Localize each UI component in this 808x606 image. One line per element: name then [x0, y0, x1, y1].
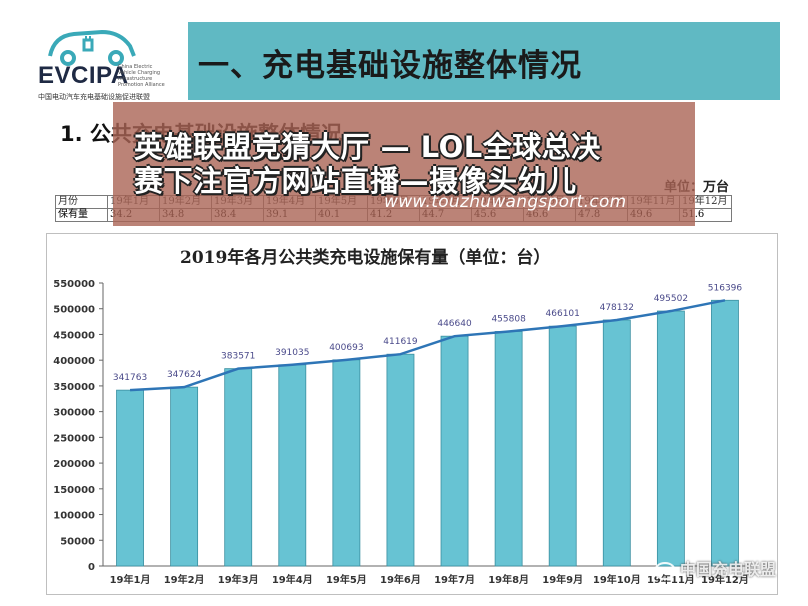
- y-tick-label: 50000: [60, 536, 95, 547]
- bar: [711, 299, 739, 567]
- x-tick-label: 19年2月: [164, 573, 205, 586]
- y-tick-label: 250000: [53, 433, 95, 444]
- chart-title: 2019年各月公共类充电设施保有量（单位：台）: [180, 248, 551, 268]
- y-tick-label: 500000: [53, 305, 95, 316]
- x-tick-label: 19年5月: [326, 573, 367, 586]
- ad-overlay-line2: 赛下注官方网站直播—摄像头幼儿: [134, 164, 577, 198]
- bar: [386, 353, 415, 567]
- data-label: 347624: [167, 370, 202, 380]
- watermark: 中国充电联盟: [654, 556, 776, 580]
- page-title: 一、充电基础设施整体情况: [198, 48, 582, 84]
- bar: [440, 335, 469, 567]
- x-tick-label: 19年8月: [488, 573, 529, 586]
- y-tick-label: 550000: [53, 279, 95, 290]
- x-tick-label: 19年9月: [542, 573, 583, 586]
- y-tick-label: 150000: [53, 485, 95, 496]
- y-tick-label: 450000: [53, 330, 95, 341]
- data-label: 383571: [221, 352, 255, 362]
- bar: [224, 368, 253, 567]
- data-label: 478132: [600, 303, 634, 313]
- evcipa-logo: EVCIPA China Electric Vehicle Charging I…: [30, 20, 180, 101]
- data-label: 446640: [437, 319, 472, 329]
- x-tick-label: 19年3月: [218, 573, 259, 586]
- ad-overlay-url: www.touzhuwangsport.com: [384, 192, 627, 212]
- x-tick-label: 19年10月: [593, 573, 641, 586]
- bar: [170, 386, 199, 567]
- y-tick-label: 400000: [53, 356, 95, 367]
- x-tick-label: 19年7月: [434, 573, 475, 586]
- data-label: 455808: [491, 314, 526, 324]
- ad-overlay: [113, 102, 695, 226]
- y-tick-label: 0: [88, 562, 95, 573]
- logo-wordmark: EVCIPA: [38, 62, 129, 89]
- data-label: 411619: [383, 337, 418, 347]
- logo-subtitle: 中国电动汽车充电基础设施促进联盟: [38, 93, 150, 101]
- x-tick-label: 19年4月: [272, 573, 313, 586]
- y-tick-label: 350000: [53, 382, 95, 393]
- data-label: 341763: [113, 373, 147, 383]
- y-tick-label: 100000: [53, 511, 95, 522]
- bar: [116, 389, 144, 567]
- bar: [494, 331, 523, 567]
- table-value-cell: 保有量: [55, 208, 108, 222]
- y-tick-label: 300000: [53, 408, 95, 419]
- data-label: 516396: [708, 283, 743, 293]
- bar: [602, 319, 631, 567]
- trend-line: [129, 299, 726, 392]
- x-tick-label: 19年1月: [110, 573, 151, 586]
- bar: [548, 325, 577, 567]
- ad-overlay-line1: 英雄联盟竞猜大厅 — LOL全球总决: [134, 130, 601, 164]
- bar: [656, 310, 685, 567]
- watermark-text: 中国充电联盟: [680, 560, 777, 579]
- bar: [332, 359, 361, 567]
- x-tick-label: 19年6月: [380, 573, 421, 586]
- data-label: 466101: [546, 309, 580, 319]
- data-label: 391035: [275, 348, 309, 358]
- logo-tagline: China Electric Vehicle Charging Infrastr…: [118, 64, 165, 88]
- wechat-icon: [654, 561, 676, 580]
- bar: [278, 364, 307, 567]
- y-tick-label: 200000: [53, 459, 95, 470]
- data-label: 495502: [654, 294, 688, 304]
- car-plug-logo-icon: [48, 29, 136, 66]
- data-label: 400693: [329, 343, 363, 353]
- x-tick-label: 19年12月: [701, 573, 749, 586]
- header-bar: [188, 22, 780, 100]
